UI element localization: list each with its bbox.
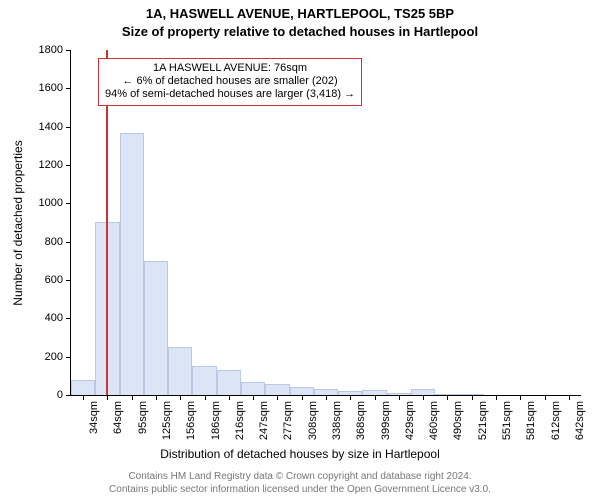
histogram-bar — [435, 394, 459, 395]
x-tick-label: 156sqm — [185, 401, 197, 440]
y-tick-label: 200 — [45, 351, 71, 363]
y-tick-label: 1400 — [39, 121, 71, 133]
x-tick — [253, 395, 254, 400]
y-tick-label: 600 — [45, 274, 71, 286]
histogram-bar — [71, 380, 95, 395]
x-tick-label: 460sqm — [428, 401, 440, 440]
x-tick — [83, 395, 84, 400]
x-tick-label: 95sqm — [137, 401, 149, 434]
x-tick-label: 338sqm — [331, 401, 343, 440]
x-tick — [326, 395, 327, 400]
y-tick-label: 1600 — [39, 82, 71, 94]
x-tick — [156, 395, 157, 400]
x-tick — [545, 395, 546, 400]
footer-line-2: Contains public sector information licen… — [0, 484, 600, 497]
y-axis-label: Number of detached properties — [11, 140, 25, 305]
y-tick-label: 1000 — [39, 197, 71, 209]
footer-line-1: Contains HM Land Registry data © Crown c… — [0, 471, 600, 484]
histogram-bar — [217, 370, 241, 395]
x-tick-label: 34sqm — [88, 401, 100, 434]
x-tick-label: 277sqm — [282, 401, 294, 440]
x-tick — [375, 395, 376, 400]
x-tick-label: 186sqm — [210, 401, 222, 440]
histogram-bar — [144, 261, 168, 395]
page-title-line2: Size of property relative to detached ho… — [0, 24, 600, 39]
histogram-bar — [168, 347, 192, 395]
histogram-bar — [387, 393, 411, 395]
x-tick — [132, 395, 133, 400]
y-tick-label: 1200 — [39, 159, 71, 171]
x-tick-label: 612sqm — [550, 401, 562, 440]
footer-attribution: Contains HM Land Registry data © Crown c… — [0, 471, 600, 496]
y-tick-label: 800 — [45, 236, 71, 248]
x-tick — [229, 395, 230, 400]
histogram-bar — [362, 390, 386, 395]
y-tick-label: 0 — [57, 389, 71, 401]
x-tick — [399, 395, 400, 400]
histogram-bar — [460, 394, 484, 395]
y-tick-label: 1800 — [39, 44, 71, 56]
x-tick — [350, 395, 351, 400]
x-tick — [423, 395, 424, 400]
histogram-bar — [338, 391, 362, 395]
x-tick — [205, 395, 206, 400]
x-tick-label: 368sqm — [355, 401, 367, 440]
x-tick — [569, 395, 570, 400]
histogram-bar — [314, 389, 338, 395]
x-tick — [520, 395, 521, 400]
annotation-line-1: 1A HASWELL AVENUE: 76sqm — [105, 62, 355, 75]
histogram-bar — [120, 133, 144, 395]
x-tick — [496, 395, 497, 400]
annotation-line-2: ← 6% of detached houses are smaller (202… — [105, 75, 355, 88]
x-tick — [472, 395, 473, 400]
x-tick — [302, 395, 303, 400]
x-tick-label: 125sqm — [161, 401, 173, 440]
y-tick-label: 400 — [45, 312, 71, 324]
histogram-bar — [192, 366, 216, 395]
x-tick-label: 581sqm — [525, 401, 537, 440]
page-title-line1: 1A, HASWELL AVENUE, HARTLEPOOL, TS25 5BP — [0, 6, 600, 21]
x-tick-label: 399sqm — [380, 401, 392, 440]
histogram-bar — [241, 382, 265, 395]
x-tick-label: 247sqm — [258, 401, 270, 440]
histogram-bar — [411, 389, 435, 395]
x-tick-label: 216sqm — [234, 401, 246, 440]
x-tick-label: 521sqm — [477, 401, 489, 440]
x-tick — [447, 395, 448, 400]
x-tick-label: 308sqm — [307, 401, 319, 440]
x-tick — [277, 395, 278, 400]
x-tick-label: 642sqm — [574, 401, 586, 440]
histogram-bar — [290, 387, 314, 395]
histogram-bar — [265, 384, 289, 396]
x-tick-label: 490sqm — [452, 401, 464, 440]
x-tick — [180, 395, 181, 400]
x-tick-label: 64sqm — [112, 401, 124, 434]
annotation-box: 1A HASWELL AVENUE: 76sqm ← 6% of detache… — [98, 58, 362, 106]
x-tick-label: 429sqm — [404, 401, 416, 440]
x-tick — [107, 395, 108, 400]
x-tick-label: 551sqm — [501, 401, 513, 440]
x-axis-label: Distribution of detached houses by size … — [0, 447, 600, 461]
annotation-line-3: 94% of semi-detached houses are larger (… — [105, 88, 355, 101]
